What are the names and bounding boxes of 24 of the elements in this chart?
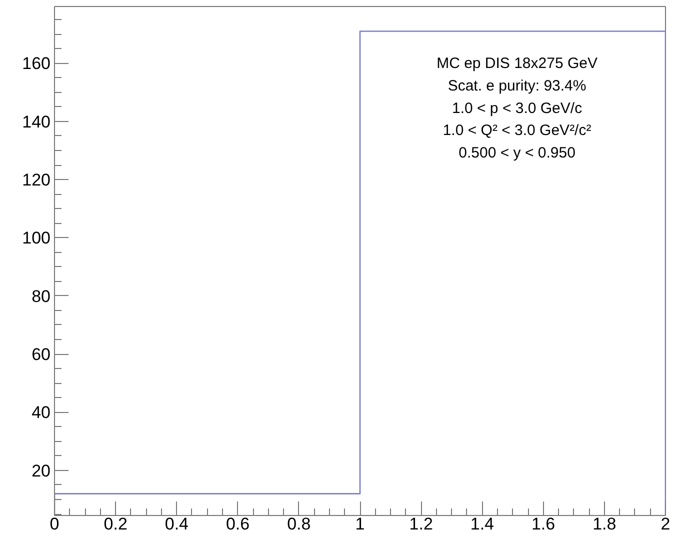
y-tick-label: 60 xyxy=(32,345,51,364)
x-tick-label: 1.8 xyxy=(592,514,616,534)
y-tick-label: 20 xyxy=(32,461,51,480)
y-tick-label: 160 xyxy=(22,54,51,74)
x-tick-label: 1.2 xyxy=(409,514,433,534)
x-tick-label: 0.8 xyxy=(287,514,311,534)
annotation: MC ep DIS 18x275 GeV xyxy=(436,55,598,72)
annotation: 1.0 < p < 3.0 GeV/c xyxy=(452,100,583,117)
x-tick-label: 1.6 xyxy=(531,514,556,534)
y-tick-label: 100 xyxy=(22,228,51,248)
annotation: 1.0 < Q² < 3.0 GeV²/c² xyxy=(442,122,592,140)
y-tick-label: 40 xyxy=(32,403,51,422)
x-tick-label: 1.4 xyxy=(470,514,494,534)
y-tick-label: 140 xyxy=(22,112,51,132)
y-tick-label: 120 xyxy=(22,170,51,190)
x-tick-label: 1 xyxy=(355,514,365,534)
x-tick-label: 0.2 xyxy=(104,514,128,534)
x-tick-label: 0.6 xyxy=(226,514,250,534)
x-tick-label: 2 xyxy=(660,514,670,534)
annotation: Scat. e purity: 93.4% xyxy=(448,77,586,94)
x-tick-label: 0 xyxy=(50,514,60,534)
annotation: 0.500 < y < 0.950 xyxy=(458,144,576,162)
y-tick-label: 80 xyxy=(32,286,51,306)
x-tick-label: 0.4 xyxy=(164,514,189,534)
